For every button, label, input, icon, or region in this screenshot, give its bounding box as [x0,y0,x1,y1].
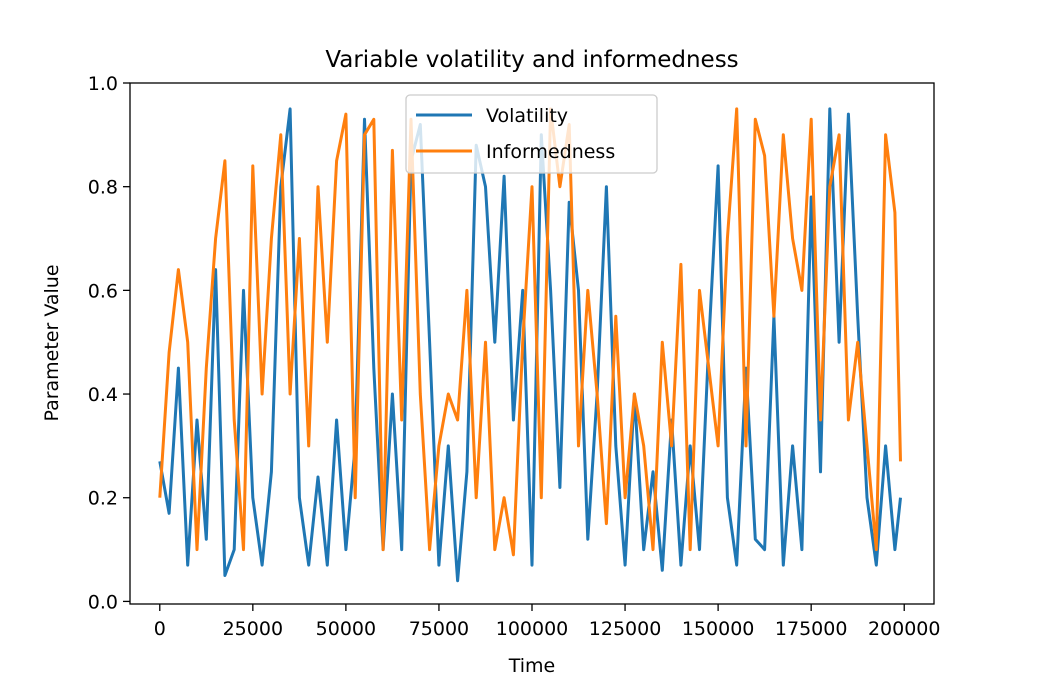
y-tick-label: 0.8 [88,177,118,199]
x-tick-label: 175000 [775,618,848,640]
x-tick-label: 75000 [409,618,469,640]
x-tick-label: 25000 [223,618,283,640]
x-tick-label: 0 [154,618,166,640]
y-tick-label: 0.4 [88,384,118,406]
x-axis-title: Time [508,655,556,677]
chart-title: Variable volatility and informedness [325,47,738,73]
x-axis: 0 25000 50000 75000 100000 125000 150000 175000… [154,604,941,640]
x-tick-label: 100000 [496,618,569,640]
y-tick-label: 0.2 [88,488,118,510]
y-tick-label: 1.0 [88,73,118,95]
legend-label-informedness: Informedness [486,141,615,163]
x-tick-label: 150000 [682,618,755,640]
series-line-volatility [158,107,902,583]
y-tick-label: 0.0 [88,591,118,613]
y-axis: 0.0 0.2 0.4 0.6 0.8 1.0 [88,73,130,613]
x-tick-label: 125000 [589,618,662,640]
series-line-informedness [158,107,902,557]
x-tick-label: 50000 [316,618,376,640]
legend-label-volatility: Volatility [486,105,568,127]
x-tick-label: 200000 [868,618,941,640]
y-axis-title: Parameter Value [41,264,63,421]
legend: Volatility Informedness [405,94,658,174]
y-tick-label: 0.6 [88,280,118,302]
